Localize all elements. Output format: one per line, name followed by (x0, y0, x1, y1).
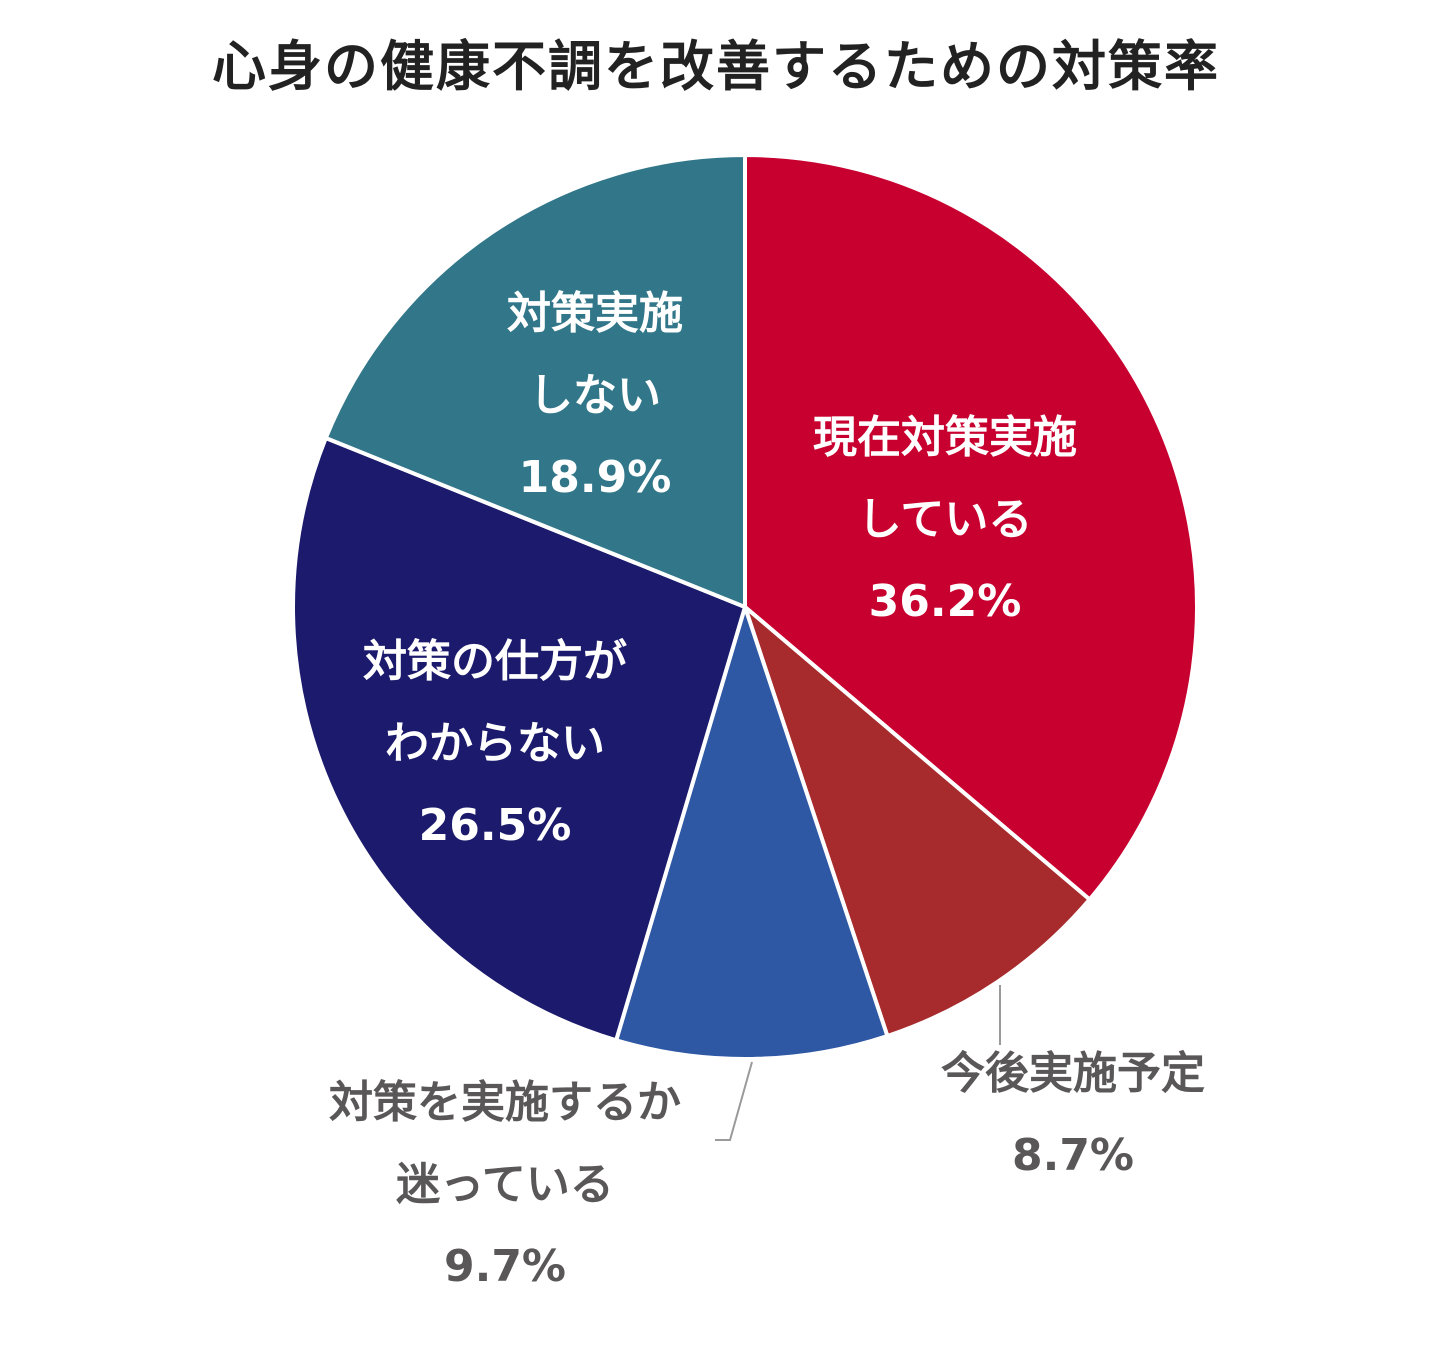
slice-label: 今後実施予定 8.7% (941, 1048, 1205, 1181)
leader-line (715, 1061, 753, 1141)
pie-slice (323, 153, 747, 609)
pie-slice (614, 605, 890, 1061)
pie-slice (291, 435, 747, 1043)
leader-lines (715, 985, 1001, 1141)
slice-category-label: 対策実施 (507, 288, 683, 339)
pie-slice (743, 605, 1092, 1038)
slice-value-label: 26.5% (419, 800, 572, 851)
slice-category-label: 今後実施予定 (941, 1048, 1205, 1099)
slice-category-label: 対策の仕方が (363, 636, 627, 687)
slice-label: 現在対策実施している 36.2% (813, 412, 1077, 627)
slice-category-label: 現在対策実施 (813, 412, 1077, 463)
slice-label: 対策を実施するか迷っている 9.7% (329, 1077, 681, 1292)
slice-category-label: 迷っている (396, 1159, 614, 1210)
slice-label: 対策実施しない 18.9% (507, 288, 683, 503)
slice-category-label: している (858, 494, 1033, 545)
pie-slice (743, 153, 1199, 902)
slice-category-label: 対策を実施するか (329, 1077, 681, 1128)
pie-slices (291, 153, 1199, 1061)
slice-value-label: 9.7% (444, 1241, 566, 1292)
chart-title: 心身の健康不調を改善するための対策率 (212, 35, 1220, 98)
slice-category-label: わからない (385, 718, 605, 769)
slice-value-label: 36.2% (869, 576, 1022, 627)
slice-label: 対策の仕方がわからない 26.5% (363, 636, 627, 851)
slice-value-label: 8.7% (1012, 1130, 1134, 1181)
slice-category-label: しない (529, 370, 661, 421)
slice-labels: 現在対策実施している 36.2% 今後実施予定 8.7% 対策を実施するか迷っている 9.… (329, 288, 1205, 1292)
slice-value-label: 18.9% (519, 452, 672, 503)
